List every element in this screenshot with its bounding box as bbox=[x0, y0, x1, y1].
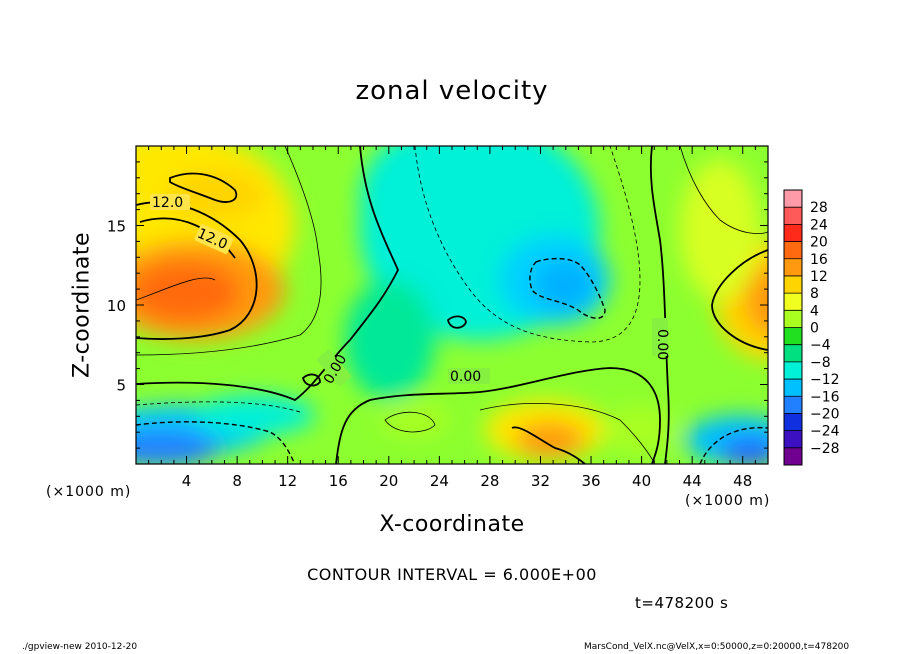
y-axis-ticks: 5 10 15 bbox=[107, 161, 768, 449]
contour-interval: CONTOUR INTERVAL = 6.000E+00 bbox=[307, 565, 597, 584]
colorbar-label: 12 bbox=[810, 269, 828, 285]
colorbar-label: −24 bbox=[810, 424, 840, 440]
colorbar-label: −12 bbox=[810, 372, 840, 388]
colorbar-segment bbox=[784, 241, 802, 260]
colorbar-label: −4 bbox=[810, 338, 831, 354]
x-tick-label: 36 bbox=[581, 472, 600, 490]
colorbar-label: 8 bbox=[810, 286, 819, 302]
y-tick-label: 5 bbox=[116, 377, 126, 395]
colorbar-label: −8 bbox=[810, 355, 831, 371]
x-tick-label: 20 bbox=[379, 472, 398, 490]
contour-lines bbox=[136, 146, 768, 464]
colorbar-segment bbox=[784, 396, 802, 414]
x-tick-label: 44 bbox=[683, 472, 702, 490]
plot-area: 12.0 12.0 0.00 0.00 0.00 4 8 12 16 20 24 28 32 3… bbox=[107, 145, 769, 490]
colorbar-segment bbox=[784, 413, 802, 432]
x-tick-label: 40 bbox=[632, 472, 651, 490]
contour-label: 0.00 bbox=[450, 369, 481, 385]
colorbar-segment bbox=[784, 327, 802, 346]
x-axis-ticks: 4 8 12 16 20 24 28 32 36 40 44 48 bbox=[148, 146, 756, 490]
x-tick-label: 48 bbox=[733, 472, 752, 490]
colorbar-label: −16 bbox=[810, 389, 840, 405]
colorbar-segment bbox=[784, 310, 802, 328]
y-tick-label: 10 bbox=[107, 297, 126, 315]
y-axis-unit: (×1000 m) bbox=[46, 484, 132, 500]
colorbar-segment bbox=[784, 258, 802, 277]
y-axis-label: Z-coordinate bbox=[69, 232, 95, 378]
x-axis-label: X-coordinate bbox=[379, 512, 525, 537]
x-tick-label: 24 bbox=[430, 472, 449, 490]
x-tick-label: 8 bbox=[232, 472, 242, 490]
colorbar-label: −20 bbox=[810, 406, 840, 422]
x-tick-label: 4 bbox=[182, 472, 192, 490]
colorbar-segment bbox=[784, 361, 802, 380]
colorbar-segment bbox=[784, 379, 802, 397]
colorbar-segment bbox=[784, 190, 802, 208]
colorbar-segment bbox=[784, 430, 802, 449]
contour-label-masks-green bbox=[317, 318, 668, 387]
colorbar-segment bbox=[784, 207, 802, 225]
colorbar-segment bbox=[784, 293, 802, 311]
x-tick-label: 32 bbox=[531, 472, 550, 490]
x-axis-unit: (×1000 m) bbox=[685, 493, 771, 509]
colorbar-label: 0 bbox=[810, 321, 819, 337]
colorbar-segment bbox=[784, 275, 802, 294]
heatmap-field bbox=[136, 146, 768, 464]
contour-label: 0.00 bbox=[654, 329, 670, 360]
colorbar-segment bbox=[784, 447, 802, 466]
footer-left: ./gpview-new 2010-12-20 bbox=[22, 642, 138, 652]
colorbar-label: −28 bbox=[810, 441, 840, 457]
chart-title: zonal velocity bbox=[355, 76, 549, 106]
colorbar-label: 16 bbox=[810, 252, 828, 268]
x-tick-label: 28 bbox=[480, 472, 499, 490]
x-tick-label: 16 bbox=[329, 472, 348, 490]
x-tick-label: 12 bbox=[278, 472, 297, 490]
colorbar-label: 24 bbox=[810, 217, 828, 233]
colorbar-label: 20 bbox=[810, 235, 828, 251]
footer-right: MarsCond_VelX.nc@VelX,x=0:50000,z=0:2000… bbox=[584, 642, 850, 652]
colorbar-label: 4 bbox=[810, 303, 819, 319]
colorbar-label: 28 bbox=[810, 200, 828, 216]
colorbar-segment bbox=[784, 224, 802, 243]
time-readout: t=478200 s bbox=[635, 594, 729, 612]
contour-label: 12.0 bbox=[152, 195, 183, 211]
colorbar-segment bbox=[784, 344, 802, 363]
contour-label-masks bbox=[150, 194, 234, 254]
y-tick-label: 15 bbox=[107, 218, 126, 236]
